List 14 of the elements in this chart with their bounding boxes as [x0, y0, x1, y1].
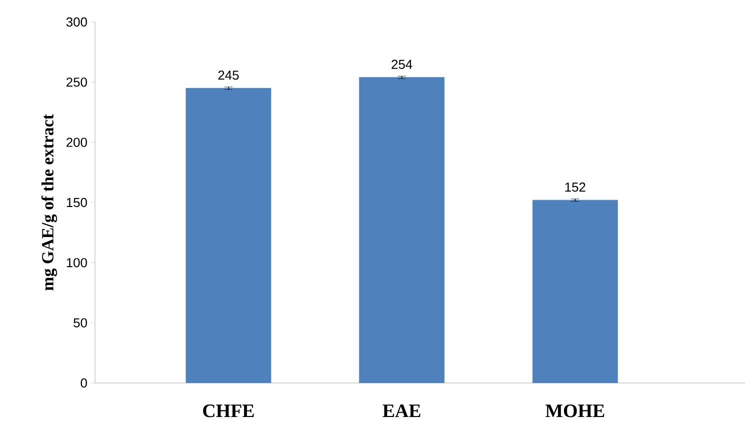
data-label: 245: [218, 70, 239, 80]
y-tick-label: 200: [66, 138, 87, 147]
y-tick-label: 250: [66, 78, 87, 87]
y-axis-title: mg GAE/g of the extract: [41, 114, 58, 290]
y-tick-label: 150: [66, 198, 87, 208]
x-tick-label: MOHE: [545, 404, 604, 418]
y-tick-label: 300: [66, 17, 87, 27]
data-label: 152: [565, 182, 586, 192]
y-tick-label: 50: [74, 318, 87, 328]
y-tick-label: 0: [80, 378, 87, 388]
y-tick-label: 100: [66, 258, 87, 268]
data-label: 254: [392, 60, 412, 69]
x-tick-label: CHFE: [203, 404, 254, 418]
x-tick-label: EAE: [382, 404, 420, 418]
